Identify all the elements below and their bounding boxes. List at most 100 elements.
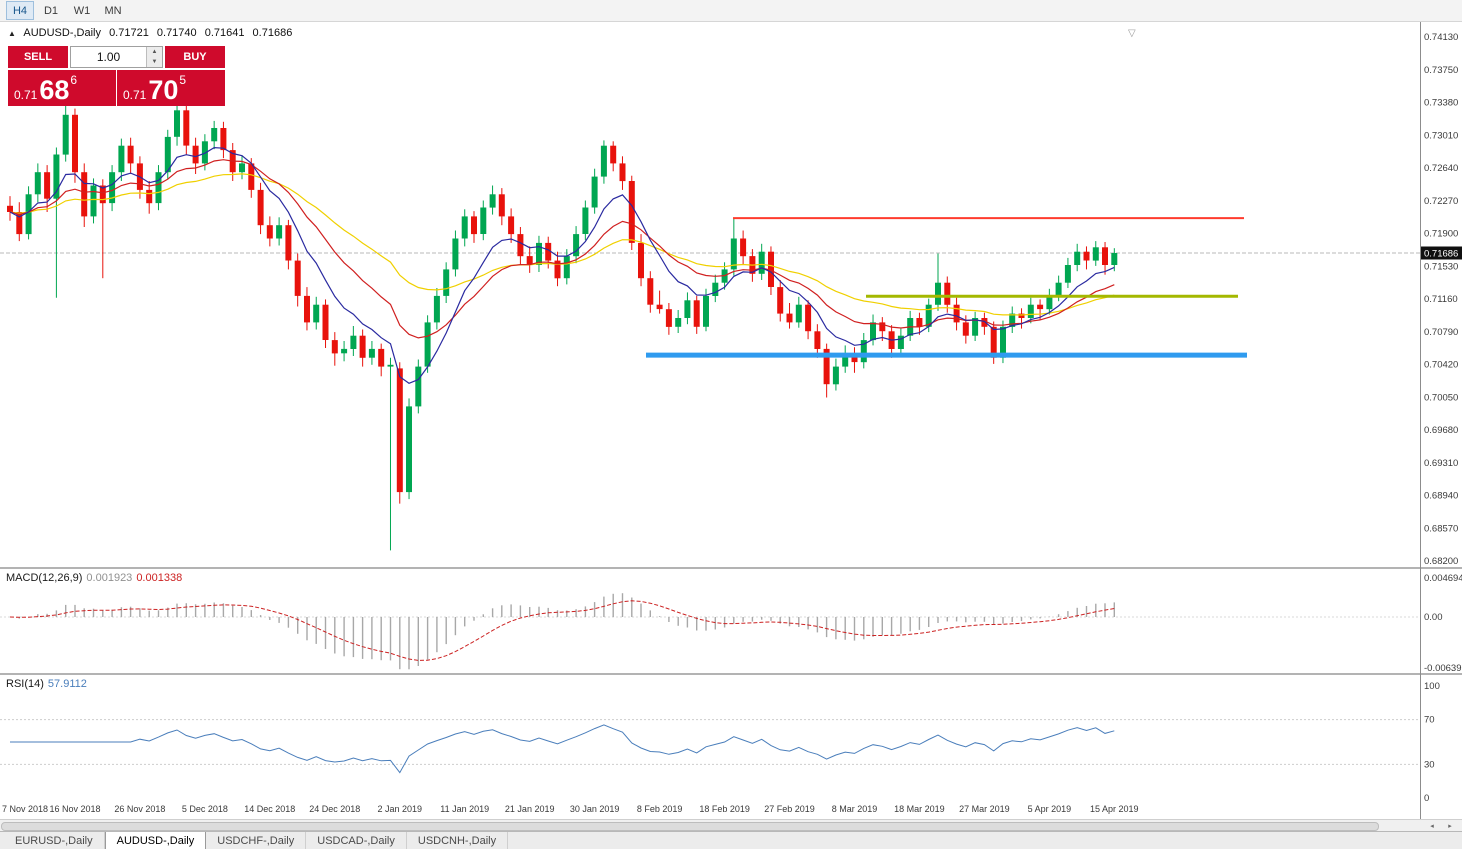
trade-panel-collapse-icon[interactable]: ▲ [8, 29, 16, 38]
rsi-axis-label: 70 [1424, 715, 1435, 726]
date-tick: 5 Dec 2018 [182, 804, 228, 814]
date-tick: 18 Mar 2019 [894, 804, 945, 814]
date-tick: 24 Dec 2018 [309, 804, 360, 814]
one-click-trade-panel: SELL 1.00 ▲ ▼ BUY 0.71 68 6 0.71 70 5 [8, 46, 225, 106]
volume-up-button[interactable]: ▲ [147, 47, 162, 57]
price-tick: 0.72640 [1424, 163, 1458, 174]
price-tick: 0.73380 [1424, 98, 1458, 109]
ma-mid-line [9, 159, 1115, 339]
horizontal-scrollbar[interactable]: ◂ ▸ [0, 819, 1462, 831]
splitter-rsi[interactable] [0, 673, 1462, 675]
chart-tabs-bar: EURUSD-,Daily AUDUSD-,Daily USDCHF-,Daily U… [0, 831, 1462, 849]
date-tick: 26 Nov 2018 [114, 804, 165, 814]
tab-audusd-daily[interactable]: AUDUSD-,Daily [104, 832, 207, 849]
timeframe-button-mn[interactable]: MN [104, 4, 122, 17]
date-tick: 8 Mar 2019 [832, 804, 878, 814]
date-tick: 5 Apr 2019 [1028, 804, 1072, 814]
price-axis[interactable] [1420, 22, 1462, 819]
macd-histogram [18, 593, 1116, 670]
bid-big-digits: 68 [39, 75, 70, 105]
time-axis[interactable] [0, 800, 1420, 819]
price-tick: 0.70790 [1424, 327, 1458, 338]
date-tick: 16 Nov 2018 [49, 804, 100, 814]
ask-big-digits: 70 [148, 75, 179, 105]
chart-shift-marker-icon[interactable]: ▽ [1128, 28, 1136, 39]
tab-usdcnh-daily[interactable]: USDCNH-,Daily [407, 832, 509, 849]
scrollbar-thumb[interactable] [1, 822, 1379, 831]
symbol-name: AUDUSD-,Daily [23, 27, 101, 39]
ask-prefix: 0.71 [123, 88, 147, 102]
rsi-axis-label: 100 [1424, 681, 1440, 692]
price-tick: 0.71900 [1424, 229, 1458, 240]
sell-button[interactable]: SELL [8, 46, 68, 68]
ask-pipette: 5 [179, 73, 187, 87]
price-tick: 0.68200 [1424, 556, 1458, 567]
rsi-axis-label: 0 [1424, 793, 1429, 804]
tab-usdcad-daily[interactable]: USDCAD-,Daily [306, 832, 407, 849]
date-tick: 2 Jan 2019 [378, 804, 423, 814]
timeframe-button-d1[interactable]: D1 [43, 4, 59, 17]
rsi-name: RSI(14) [6, 678, 44, 690]
price-tick: 0.68570 [1424, 523, 1458, 534]
scroll-left-icon[interactable]: ◂ [1430, 822, 1434, 830]
symbol-ohlc-header: ▲ AUDUSD-,Daily 0.71721 0.71740 0.71641 … [8, 27, 297, 39]
volume-value[interactable]: 1.00 [96, 50, 121, 64]
price-tick: 0.71160 [1424, 294, 1458, 305]
volume-input[interactable]: 1.00 ▲ ▼ [70, 46, 163, 68]
price-tick: 0.72270 [1424, 196, 1458, 207]
timeframe-button-w1[interactable]: W1 [73, 4, 91, 17]
macd-axis-label: -0.00639 [1424, 663, 1462, 674]
bid-price-badge [1421, 246, 1462, 260]
ohlc-open: 0.71721 [109, 27, 149, 39]
price-tick: 0.73010 [1424, 130, 1458, 141]
price-tick: 0.70420 [1424, 360, 1458, 371]
date-tick: 27 Feb 2019 [764, 804, 815, 814]
ohlc-high: 0.71740 [156, 27, 197, 39]
macd-value-main: 0.001923 [86, 572, 133, 584]
date-tick: 14 Dec 2018 [244, 804, 295, 814]
price-tick: 0.70050 [1424, 392, 1458, 403]
price-tick: 0.71530 [1424, 261, 1458, 272]
bid-prefix: 0.71 [14, 88, 38, 102]
timeframe-group: H4 D1 W1 MN [6, 1, 130, 20]
tab-usdchf-daily[interactable]: USDCHF-,Daily [206, 832, 307, 849]
buy-button[interactable]: BUY [165, 46, 225, 68]
volume-down-button[interactable]: ▼ [147, 57, 162, 67]
date-tick: 11 Jan 2019 [440, 804, 489, 814]
date-tick: 30 Jan 2019 [570, 804, 620, 814]
macd-axis-label: 0.00 [1424, 612, 1443, 623]
buy-price-box[interactable]: 0.71 70 5 [117, 70, 225, 106]
rsi-line [10, 724, 1115, 774]
sell-price-box[interactable]: 0.71 68 6 [8, 70, 116, 106]
price-tick: 0.68940 [1424, 491, 1458, 502]
ma-slow-line [9, 173, 1115, 316]
rsi-value: 57.9112 [47, 678, 87, 690]
ohlc-close: 0.71686 [252, 27, 293, 39]
timeframe-button-h4[interactable]: H4 [6, 1, 34, 20]
price-tick: 0.74130 [1424, 32, 1458, 43]
volume-spinner: ▲ ▼ [146, 47, 162, 67]
rsi-axis-label: 30 [1424, 759, 1435, 770]
date-tick: 21 Jan 2019 [505, 804, 555, 814]
chart-background[interactable] [0, 22, 1462, 819]
macd-signal-line [9, 600, 1115, 661]
macd-axis-label: 0.004694 [1424, 573, 1462, 584]
ma-fast-line [9, 146, 1115, 384]
ohlc-low: 0.71641 [204, 27, 245, 39]
date-tick: 8 Feb 2019 [637, 804, 683, 814]
tab-eurusd-daily[interactable]: EURUSD-,Daily [4, 832, 105, 849]
macd-indicator-label: MACD(12,26,9) 0.001923 0.001338 [6, 572, 182, 584]
toolbar: H4 D1 W1 MN [0, 0, 1462, 22]
bid-pipette: 6 [70, 73, 78, 87]
price-tick: 0.69310 [1424, 458, 1458, 469]
macd-value-signal: 0.001338 [136, 572, 183, 584]
bid-price-label: 0.71686 [1424, 249, 1458, 260]
splitter-macd[interactable] [0, 567, 1462, 569]
rsi-indicator-label: RSI(14) 57.9112 [6, 678, 87, 690]
date-tick: 15 Apr 2019 [1090, 804, 1139, 814]
scroll-right-icon[interactable]: ▸ [1448, 822, 1452, 830]
candles-layer [7, 99, 1118, 551]
price-tick: 0.73750 [1424, 65, 1458, 76]
